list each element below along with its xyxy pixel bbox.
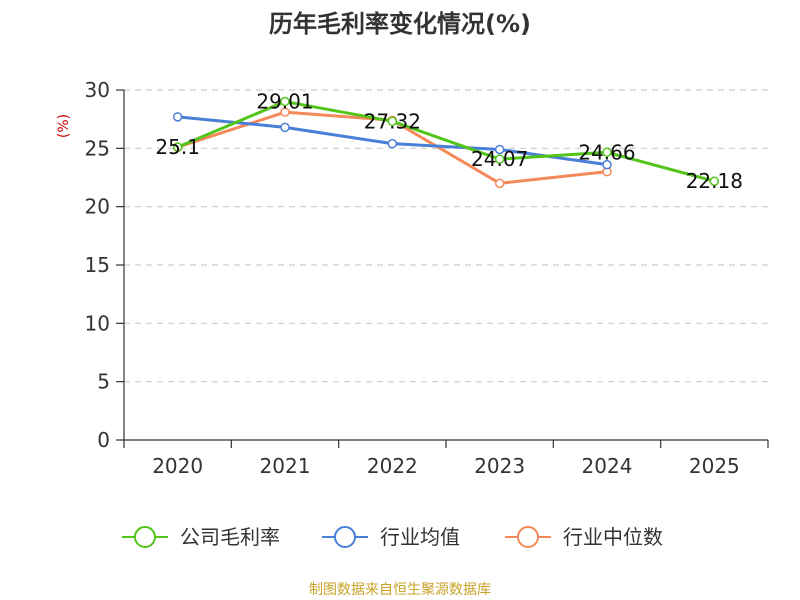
data-point (387, 116, 398, 127)
data-label: 29.01 (256, 90, 313, 114)
series-layer (172, 96, 720, 189)
data-label: 27.32 (364, 109, 421, 133)
data-point (172, 142, 183, 152)
data-label: 25.1 (155, 135, 200, 159)
legend-label: 行业中位数 (563, 525, 663, 549)
data-point (280, 96, 290, 107)
legend-label: 行业均值 (380, 525, 460, 549)
legend-marker-icon (134, 526, 156, 548)
data-label: 22.18 (686, 169, 743, 193)
data-point (494, 178, 505, 189)
data-label: 24.66 (578, 140, 635, 164)
data-point (709, 176, 720, 186)
y-tick-label: 15 (85, 253, 110, 277)
x-tick-label: 2021 (260, 454, 311, 478)
x-tick-label: 2023 (474, 454, 525, 478)
legend[interactable]: 公司毛利率 行业均值 行业中位数 (122, 525, 663, 549)
data-label: 24.07 (471, 147, 528, 171)
legend-label: 公司毛利率 (180, 525, 280, 549)
data-point (172, 112, 183, 122)
data-point (280, 107, 290, 117)
legend-item-1[interactable]: 公司毛利率 (122, 525, 280, 549)
grid-lines (124, 89, 768, 383)
y-tick-label: 20 (85, 195, 110, 219)
x-tick-label: 2025 (689, 454, 740, 478)
data-point (602, 147, 612, 158)
y-tick-label: 25 (85, 136, 110, 160)
y-tick-label: 30 (85, 78, 110, 102)
data-labels: 25.1 29.01 27.32 24.07 24.66 22.18 (155, 90, 743, 194)
legend-marker-icon (334, 526, 356, 548)
y-axis-label: (%) (56, 114, 72, 138)
source-note: 制图数据来自恒生聚源数据库 (309, 582, 491, 598)
data-point (494, 144, 505, 155)
series-line-1 (177, 100, 715, 183)
legend-marker-icon (517, 526, 539, 548)
data-point (602, 159, 612, 170)
y-tick-label: 10 (85, 311, 110, 335)
data-point (387, 138, 398, 149)
y-tick-label: 0 (97, 428, 110, 452)
x-tick-label: 2022 (367, 454, 418, 478)
chart-title: 历年毛利率变化情况(%) (269, 10, 531, 38)
x-tick-label: 2020 (152, 454, 203, 478)
legend-item-2[interactable]: 行业均值 (322, 525, 460, 549)
data-point (494, 154, 505, 164)
data-point (280, 122, 290, 133)
y-tick-label: 5 (97, 370, 110, 394)
legend-item-3[interactable]: 行业中位数 (505, 525, 663, 549)
x-tick-label: 2024 (582, 454, 633, 478)
